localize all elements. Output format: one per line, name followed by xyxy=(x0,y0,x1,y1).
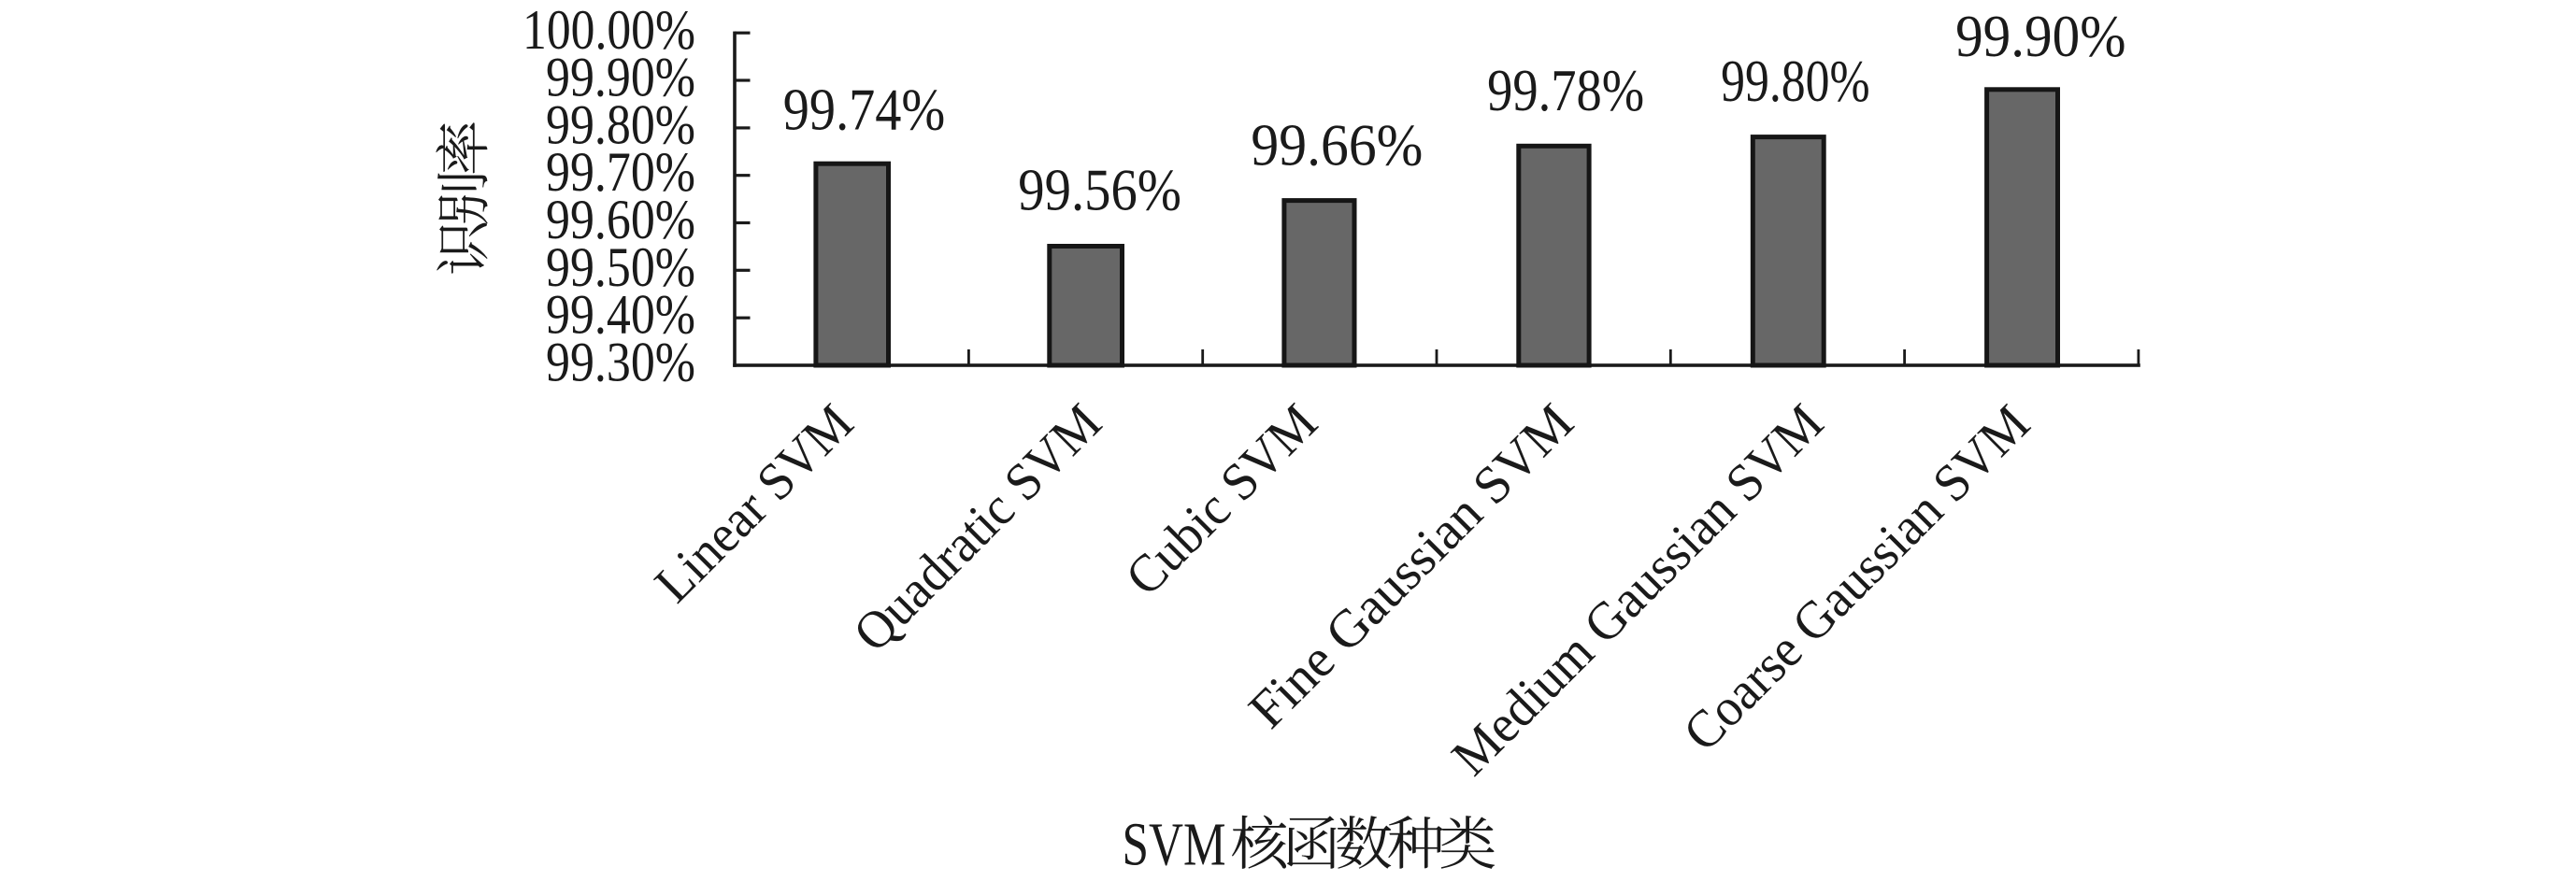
svg-text:99.78%: 99.78% xyxy=(1487,58,1644,123)
svg-text:99.80%: 99.80% xyxy=(546,93,695,155)
svg-text:99.40%: 99.40% xyxy=(546,284,695,346)
svg-text:99.30%: 99.30% xyxy=(546,332,695,393)
svg-text:99.50%: 99.50% xyxy=(546,236,695,298)
svg-text:99.56%: 99.56% xyxy=(1018,157,1181,222)
svg-text:99.70%: 99.70% xyxy=(546,141,695,203)
svg-text:99.90%: 99.90% xyxy=(546,47,695,108)
svg-text:100.00%: 100.00% xyxy=(522,0,695,61)
svg-text:SVM: SVM xyxy=(1123,810,1226,878)
svg-text:99.74%: 99.74% xyxy=(783,78,946,143)
svg-text:99.60%: 99.60% xyxy=(546,189,695,250)
svg-text:99.80%: 99.80% xyxy=(1721,49,1870,114)
svg-text:99.90%: 99.90% xyxy=(1955,4,2125,69)
svg-text:99.66%: 99.66% xyxy=(1251,112,1423,178)
